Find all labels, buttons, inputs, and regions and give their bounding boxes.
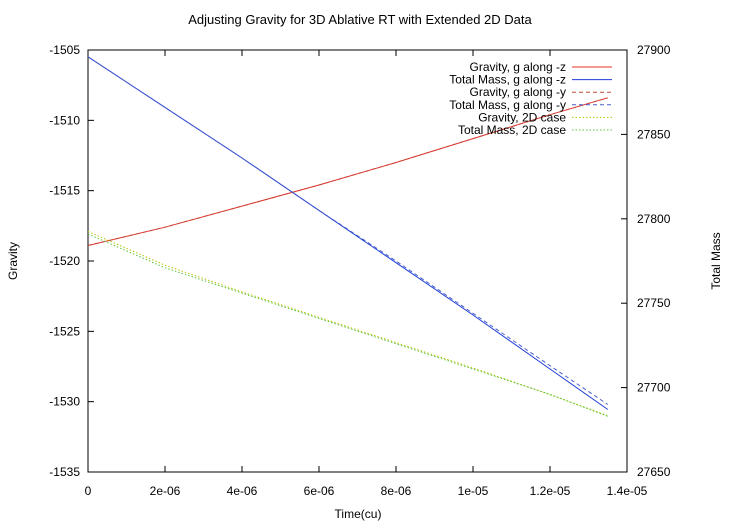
y-tick-label: -1530 <box>49 395 80 409</box>
y-tick-label: -1510 <box>49 113 80 127</box>
series-line-gravity-g-along-y <box>87 97 608 246</box>
x-tick-label: 2e-06 <box>150 484 181 498</box>
legend-label: Total Mass, g along -y <box>449 98 566 112</box>
series-line-total-mass-2d-case <box>87 233 608 417</box>
y2-tick-label: 27850 <box>637 127 671 141</box>
y2-axis-label: Total Mass <box>709 232 723 289</box>
x-tick-label: 0 <box>85 484 92 498</box>
y-axis-label: Gravity <box>6 242 20 280</box>
x-tick-label: 6e-06 <box>304 484 335 498</box>
x-tick-label: 1e-05 <box>458 484 489 498</box>
x-tick-label: 8e-06 <box>381 484 412 498</box>
y2-tick-label: 27900 <box>637 43 671 57</box>
y-tick-label: -1535 <box>49 465 80 479</box>
y-tick-label: -1505 <box>49 43 80 57</box>
y2-tick-label: 27700 <box>637 381 671 395</box>
y2-tick-label: 27650 <box>637 465 671 479</box>
x-axis-label: Time(cu) <box>335 507 382 521</box>
legend-label: Gravity, 2D case <box>478 110 566 124</box>
x-tick-label: 1.2e-05 <box>530 484 571 498</box>
x-tick-label: 1.4e-05 <box>607 484 648 498</box>
chart-title: Adjusting Gravity for 3D Ablative RT wit… <box>188 12 532 27</box>
legend-label: Gravity, g along -z <box>470 60 566 74</box>
series-line-total-mass-g-along-y <box>87 56 609 405</box>
series-line-gravity-2d-case <box>87 231 608 417</box>
y-tick-label: -1515 <box>49 184 80 198</box>
y2-tick-label: 27750 <box>637 296 671 310</box>
legend-label: Total Mass, g along -z <box>449 73 566 87</box>
y-tick-label: -1525 <box>49 324 80 338</box>
y-tick-label: -1520 <box>49 254 80 268</box>
axes-ticks: 0 2e-06 4e-06 6e-06 8e-06 1e-05 1.2e-05 1.4e-05… <box>49 43 670 498</box>
legend-label: Total Mass, 2D case <box>458 123 566 137</box>
y2-tick-label: 27800 <box>637 212 671 226</box>
x-tick-label: 4e-06 <box>227 484 258 498</box>
series-lines <box>87 56 609 417</box>
legend-label: Gravity, g along -y <box>470 85 566 99</box>
